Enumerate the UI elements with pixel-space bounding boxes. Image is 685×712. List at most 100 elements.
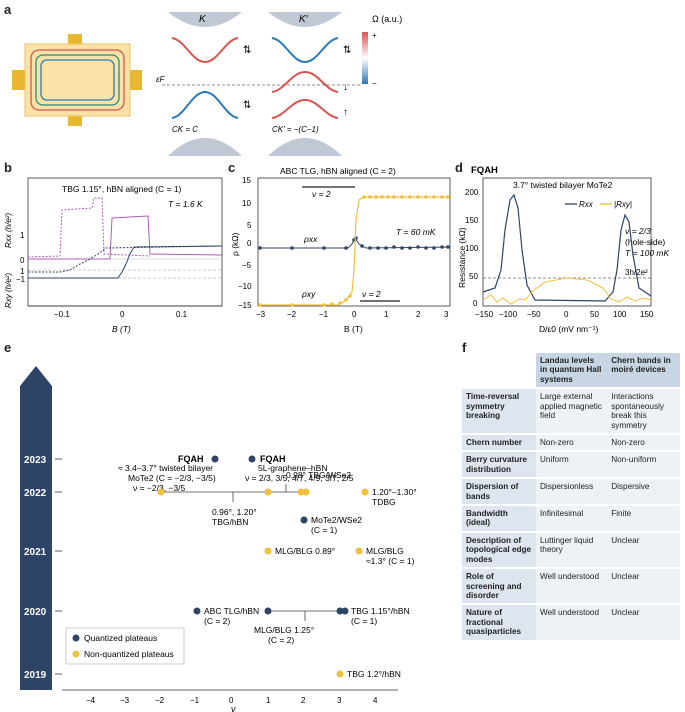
panel-label-e: e — [4, 340, 12, 355]
c-nu-top: ν = 2 — [312, 189, 331, 199]
rxy-solid — [28, 245, 223, 279]
table-row: Berry curvature distribution Uniform Non-u… — [462, 451, 680, 479]
device-pad — [12, 70, 26, 90]
marker-nq — [302, 488, 310, 496]
device-pad — [128, 70, 142, 90]
b-ytick: 1 — [20, 231, 25, 240]
svg-text:−3: −3 — [256, 310, 266, 319]
svg-text:−50: −50 — [527, 310, 541, 319]
b-ytick: −1 — [16, 275, 26, 284]
panel-label-b: b — [4, 160, 12, 175]
device-body — [24, 43, 131, 117]
table-row: Chern number Non-zero Non-zero — [462, 433, 680, 452]
plot-frame — [257, 177, 451, 307]
b-title: TBG 1.15°, hBN aligned (C = 1) — [62, 184, 182, 194]
spin-arrows: ⇅ — [243, 100, 251, 111]
d-nu: ν = 2/3 — [625, 226, 651, 236]
legend-nq: Non-quantized plateaus — [84, 649, 174, 659]
valley-K: K ⇅ ⇅ CK = C — [168, 12, 251, 156]
marker-nq — [264, 488, 272, 496]
b-temp: T = 1.6 K — [168, 199, 203, 209]
edge-mode-inner — [40, 59, 115, 101]
e-text: ≈ 3.4–3.7° twisted bilayer — [118, 463, 213, 473]
panel-c: ABC TLG, hBN aligned (C = 2) ρ (kΩ) 15 1… — [230, 166, 451, 334]
e-fqah2: FQAH — [260, 454, 286, 464]
marker-nq — [355, 547, 363, 555]
valley-Kprime: K′ ⇅ ↓ ↑ CK′ = −(C−1) — [268, 12, 351, 156]
header-ll: Landau levels in quantum Hall systems — [536, 353, 608, 389]
marker-nq — [264, 547, 272, 555]
svg-text:10: 10 — [242, 199, 251, 208]
panel-b: TBG 1.15°, hBN aligned (C = 1) T = 1.6 K… — [4, 177, 223, 334]
band-blue-K — [171, 90, 239, 119]
band-bottom — [168, 138, 242, 156]
svg-text:0: 0 — [229, 696, 234, 705]
d-hole: (hole-side) — [625, 237, 665, 247]
svg-text:−2: −2 — [287, 310, 297, 319]
e-text: 0.96°, 1.20° — [212, 507, 257, 517]
svg-text:2: 2 — [416, 310, 421, 319]
panel-e: 2023 2022 2021 2020 2019 −4 −3 −2 −1 0 1… — [20, 366, 417, 712]
panel-a: Ω (a.u.) + − εF K ⇅ ⇅ CK = C K′ ⇅ ↓ ↑ CK… — [12, 12, 402, 156]
timeline-arrow — [20, 366, 52, 690]
marker-nq — [157, 488, 165, 496]
marker-q — [211, 455, 219, 463]
svg-text:−10: −10 — [238, 282, 252, 291]
e-text: ν = 2/3, 3/5, 4/7, 4/9, 3/7, 2/5 — [245, 473, 354, 483]
b-ylabel-top: Rxx (h/e²) — [4, 213, 13, 248]
spin-arrows: ⇅ — [343, 45, 351, 56]
spin-arrows: ⇅ — [243, 45, 251, 56]
marker-q — [193, 607, 201, 615]
b-xtick: 0 — [120, 310, 125, 319]
panel-d: FQAH 3.7° twisted bilayer MoTe2 Rxx |Rxy… — [457, 165, 670, 334]
comparison-table: Landau levels in quantum Hall systems Ch… — [462, 353, 680, 642]
svg-text:0: 0 — [352, 310, 357, 319]
panel-label-f: f — [462, 340, 467, 355]
d-title: 3.7° twisted bilayer MoTe2 — [513, 180, 613, 190]
e-text: 0.98° TBG/WSe2 — [286, 470, 351, 480]
rhoxy-curve — [260, 196, 450, 306]
valley-Kp-label: K′ — [299, 14, 309, 25]
svg-text:1: 1 — [266, 696, 271, 705]
svg-text:0: 0 — [247, 239, 252, 248]
e-text: MLG/BLG 0.89° — [275, 546, 335, 556]
c-ylabel: ρ (kΩ) — [230, 232, 240, 256]
band-blue-Kp — [271, 37, 339, 64]
omega-colorbar — [362, 32, 368, 84]
e-legend — [65, 627, 185, 665]
svg-text:2: 2 — [301, 696, 306, 705]
d-ylabel: Resistance (kΩ) — [457, 227, 467, 288]
marker-nq — [297, 488, 305, 496]
e-fqah1: FQAH — [178, 454, 204, 464]
svg-text:2019: 2019 — [24, 670, 47, 681]
svg-text:3: 3 — [337, 696, 342, 705]
band-bottom — [268, 138, 342, 156]
e-text: ν = −2/3, −3/5 — [133, 483, 185, 493]
c-xlabel: B (T) — [344, 324, 363, 334]
marker-nq — [361, 488, 369, 496]
year-ticks — [55, 458, 62, 675]
rxx-dotted — [27, 197, 151, 258]
svg-text:1: 1 — [384, 310, 389, 319]
c-rhoxy: ρxy — [301, 289, 316, 299]
e-text: TBG/hBN — [212, 517, 248, 527]
e-text: (C = 2) — [268, 635, 294, 645]
svg-text:100: 100 — [465, 244, 479, 253]
svg-text:−3: −3 — [120, 696, 130, 705]
e-text: TDBG — [372, 497, 396, 507]
plot-frame — [482, 177, 652, 307]
e-text: MoTe2 (C = −2/3, −3/5) — [128, 473, 216, 483]
marker-q — [264, 607, 272, 615]
svg-text:15: 15 — [242, 176, 251, 185]
e-text: TBG 1.2°/hBN — [347, 669, 401, 679]
rxx-curve — [482, 193, 652, 302]
legend-q: Quantized plateaus — [84, 633, 157, 643]
year-labels: 2023 2022 2021 2020 2019 — [24, 455, 47, 681]
c-yticks: 15 10 5 0 −5 −10 −15 — [238, 176, 252, 310]
edge-mode-outer — [30, 49, 125, 111]
marker-nq — [336, 670, 344, 678]
marker-q — [300, 516, 308, 524]
svg-text:−100: −100 — [499, 310, 518, 319]
table-row: Nature of fractional quasiparticles Well … — [462, 604, 680, 641]
e-text: (C = 2) — [204, 616, 230, 626]
